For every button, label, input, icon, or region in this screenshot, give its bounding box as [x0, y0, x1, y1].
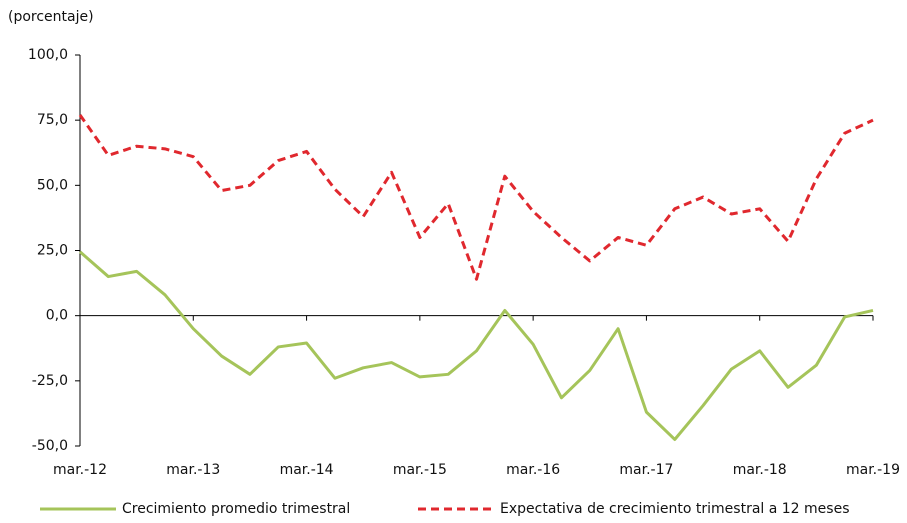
- series-line: [78, 114, 874, 281]
- series-line: [79, 250, 874, 441]
- y-tick-label: -25,0: [32, 373, 68, 389]
- x-tick-label: mar.-13: [166, 462, 220, 478]
- y-unit-label: (porcentaje): [8, 9, 94, 25]
- y-tick-label: -50,0: [32, 438, 68, 454]
- x-tick-label: mar.-19: [846, 462, 900, 478]
- y-tick-label: 75,0: [37, 112, 68, 128]
- legend-label: Crecimiento promedio trimestral: [122, 501, 350, 517]
- y-tick-label: 0,0: [46, 308, 68, 324]
- x-tick-label: mar.-12: [53, 462, 107, 478]
- x-tick-label: mar.-17: [619, 462, 673, 478]
- x-tick-label: mar.-18: [733, 462, 787, 478]
- x-tick-label: mar.-16: [506, 462, 560, 478]
- x-tick-label: mar.-15: [393, 462, 447, 478]
- x-tick-label: mar.-14: [280, 462, 334, 478]
- legend-label: Expectativa de crecimiento trimestral a …: [500, 501, 850, 517]
- y-tick-label: 25,0: [37, 243, 68, 259]
- y-tick-label: 100,0: [28, 47, 68, 63]
- y-tick-label: 50,0: [37, 177, 68, 193]
